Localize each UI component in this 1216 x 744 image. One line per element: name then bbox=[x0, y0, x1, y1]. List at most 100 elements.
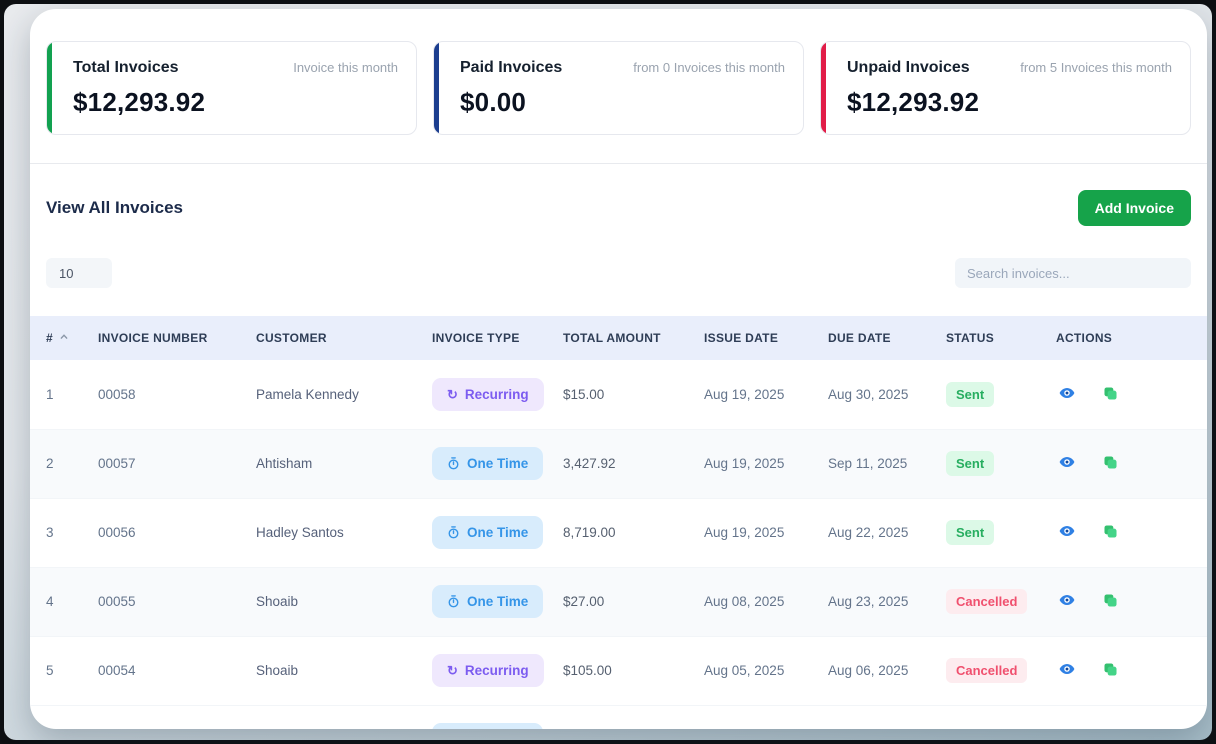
cell-index: 4 bbox=[30, 567, 98, 637]
page-background: Total Invoices Invoice this month $12,29… bbox=[4, 4, 1212, 740]
table-row: 5 00054 Shoaib ↻ Recurring $105.00 Aug 05, 202… bbox=[30, 636, 1207, 706]
duplicate-invoice-button[interactable] bbox=[1100, 590, 1121, 614]
cell-index: 2 bbox=[30, 429, 98, 499]
copy-icon bbox=[1104, 594, 1117, 607]
column-header-label: INVOICE NUMBER bbox=[98, 331, 208, 345]
add-invoice-button[interactable]: Add Invoice bbox=[1077, 190, 1191, 226]
stat-sublabel: from 5 Invoices this month bbox=[1020, 60, 1172, 75]
stat-title: Unpaid Invoices bbox=[847, 59, 970, 76]
eye-icon bbox=[1059, 594, 1075, 606]
duplicate-invoice-button[interactable] bbox=[1100, 383, 1121, 407]
status-badge: Sent bbox=[946, 451, 995, 476]
cell-invoice-type: ↻ Recurring bbox=[432, 636, 563, 706]
cell-due-date: Aug 23, 2025 bbox=[828, 567, 946, 637]
sort-asc-icon bbox=[60, 334, 68, 339]
column-header-status[interactable]: STATUS bbox=[946, 316, 1056, 360]
cell-status: Sent bbox=[946, 360, 1056, 430]
refresh-icon: ↻ bbox=[447, 386, 458, 402]
cell-total-amount: 3,427.92 bbox=[563, 429, 704, 499]
cell-customer: Hadley Santos bbox=[256, 498, 432, 568]
cell-customer: Shoaib bbox=[256, 567, 432, 637]
stat-title: Total Invoices bbox=[73, 59, 179, 76]
cell-invoice-number: 00057 bbox=[98, 429, 256, 499]
status-badge: Cancelled bbox=[946, 658, 1028, 683]
cell-customer: Pamela Kennedy bbox=[256, 360, 432, 430]
cell-status: Cancelled bbox=[946, 636, 1056, 706]
status-badge: Sent bbox=[946, 520, 995, 545]
column-header-label: DUE DATE bbox=[828, 331, 891, 345]
column-header-label: ACTIONS bbox=[1056, 331, 1113, 345]
column-header-invoice-type[interactable]: INVOICE TYPE bbox=[432, 316, 563, 360]
cell-total-amount: $27.00 bbox=[563, 567, 704, 637]
cell-invoice-type: One Time bbox=[432, 705, 563, 729]
cell-status: Sent bbox=[946, 498, 1056, 568]
copy-icon bbox=[1104, 387, 1117, 400]
duplicate-invoice-button[interactable] bbox=[1100, 452, 1121, 476]
duplicate-invoice-button[interactable] bbox=[1100, 521, 1121, 545]
column-header-invoice-number[interactable]: INVOICE NUMBER bbox=[98, 316, 256, 360]
view-invoice-button[interactable] bbox=[1056, 451, 1078, 476]
cell-actions bbox=[1056, 567, 1207, 637]
cell-status: Sent bbox=[946, 429, 1056, 499]
stat-value: $0.00 bbox=[460, 87, 527, 117]
eye-icon bbox=[1059, 525, 1075, 537]
cell-issue-date: Aug 05, 2025 bbox=[704, 636, 828, 706]
column-header-label: CUSTOMER bbox=[256, 331, 327, 345]
stat-card-total-invoices: Total Invoices Invoice this month $12,29… bbox=[46, 41, 417, 135]
column-header-issue-date[interactable]: ISSUE DATE bbox=[704, 316, 828, 360]
stat-value: $12,293.92 bbox=[847, 87, 980, 117]
column-header-total-amount[interactable]: TOTAL AMOUNT bbox=[563, 316, 704, 360]
stat-card-paid-invoices: Paid Invoices from 0 Invoices this month… bbox=[433, 41, 804, 135]
page-size-select[interactable]: 10 bbox=[46, 258, 112, 288]
cell-due-date: Sep 11, 2025 bbox=[828, 429, 946, 499]
view-invoice-button[interactable] bbox=[1056, 520, 1078, 545]
stat-card-unpaid-invoices: Unpaid Invoices from 5 Invoices this mon… bbox=[820, 41, 1191, 135]
view-invoice-button[interactable] bbox=[1056, 658, 1078, 683]
duplicate-invoice-button[interactable] bbox=[1100, 659, 1121, 683]
column-header-customer[interactable]: CUSTOMER bbox=[256, 316, 432, 360]
cell-invoice-number: 00055 bbox=[98, 567, 256, 637]
cell-issue-date: Aug 19, 2025 bbox=[704, 429, 828, 499]
invoice-type-badge: One Time bbox=[432, 447, 544, 480]
accent-bar bbox=[47, 42, 52, 134]
clock-icon bbox=[448, 457, 459, 470]
cell-index: 1 bbox=[30, 360, 98, 430]
column-header-index[interactable]: # bbox=[30, 316, 98, 360]
cell-invoice-type: ↻ Recurring bbox=[432, 360, 563, 430]
accent-bar bbox=[821, 42, 826, 134]
invoices-panel: Total Invoices Invoice this month $12,29… bbox=[30, 9, 1207, 729]
invoice-type-label: One Time bbox=[467, 525, 529, 540]
cell-invoice-number: 00054 bbox=[98, 636, 256, 706]
divider bbox=[30, 163, 1207, 164]
invoice-type-badge: ↻ Recurring bbox=[432, 377, 544, 411]
table-row-partial: One Time bbox=[30, 705, 1207, 729]
table-body: 1 00058 Pamela Kennedy ↻ Recurring $15.00 Aug … bbox=[30, 360, 1207, 729]
invoice-type-badge: ↻ Recurring bbox=[432, 654, 544, 687]
cell-issue-date: Aug 08, 2025 bbox=[704, 567, 828, 637]
invoice-type-badge: One Time bbox=[432, 585, 544, 618]
status-badge: Sent bbox=[946, 381, 995, 407]
column-header-label: TOTAL AMOUNT bbox=[563, 331, 661, 345]
invoice-type-badge: One Time bbox=[432, 723, 544, 729]
stat-title: Paid Invoices bbox=[460, 59, 563, 76]
cell-actions bbox=[1056, 498, 1207, 568]
cell-issue-date: Aug 19, 2025 bbox=[704, 360, 828, 430]
stats-row: Total Invoices Invoice this month $12,29… bbox=[30, 9, 1207, 135]
column-header-label: INVOICE TYPE bbox=[432, 331, 520, 345]
cell-total-amount: $105.00 bbox=[563, 636, 704, 706]
cell-actions bbox=[1056, 429, 1207, 499]
cell-invoice-number: 00058 bbox=[98, 360, 256, 430]
table-row: 2 00057 Ahtisham One Time 3,427.92 Aug 19, 20… bbox=[30, 429, 1207, 499]
invoice-type-label: Recurring bbox=[464, 386, 529, 402]
status-badge: Cancelled bbox=[946, 589, 1028, 614]
clock-icon bbox=[448, 526, 459, 539]
column-header-due-date[interactable]: DUE DATE bbox=[828, 316, 946, 360]
search-input[interactable] bbox=[955, 258, 1191, 288]
table-header-row: # INVOICE NUMBER CUSTOMER INVOICE TYPE TOTAL… bbox=[30, 316, 1207, 360]
view-invoice-button[interactable] bbox=[1056, 382, 1078, 407]
cell-index: 3 bbox=[30, 498, 98, 568]
refresh-icon: ↻ bbox=[447, 663, 458, 678]
view-invoice-button[interactable] bbox=[1056, 589, 1078, 614]
column-header-actions[interactable]: ACTIONS bbox=[1056, 316, 1207, 360]
cell-total-amount: 8,719.00 bbox=[563, 498, 704, 568]
